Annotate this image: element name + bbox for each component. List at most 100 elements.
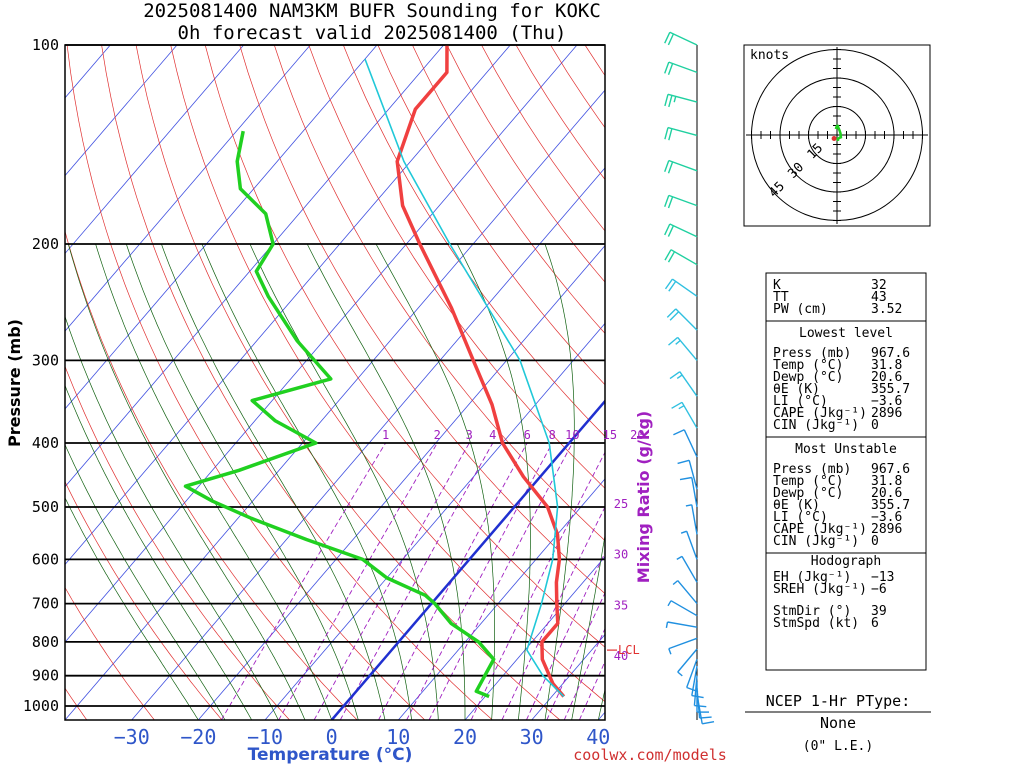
mixing-ratio-label: 1 [382,428,389,442]
temperature-tick-label: −20 [180,725,216,749]
moist-adiabat-line [375,243,495,720]
moist-adiabat-line [65,384,253,720]
dry-adiabat-line [65,365,290,720]
parcel-profile-line [364,58,565,698]
barb-staff [691,504,698,535]
isotherm-line [65,45,378,410]
mixing-ratio-label: 40 [614,649,628,663]
barb-flag [668,280,677,292]
index-label: PW (cm) [773,302,828,317]
pressure-tick-label: 800 [32,633,59,651]
barb-staff [668,61,698,74]
hodograph-trace [831,124,843,142]
pressure-tick-label: 700 [32,595,59,613]
index-label: CIN (Jkg⁻¹) [773,418,859,433]
moist-adiabat-line [95,243,333,720]
wind-barb [666,308,698,331]
wind-barb [671,401,698,429]
barb-flag [699,716,712,719]
index-value: 3.52 [871,302,902,317]
mixing-ratio-label: 25 [614,497,628,511]
moist-adiabat-line [571,533,605,720]
barb-flag [664,278,673,290]
barb-flag [667,225,675,237]
temperature-tick-labels: −30 −20 −10 0 10 20 30 40 [114,725,611,749]
index-label: StmSpd (kt) [773,616,859,631]
barb-staff [681,556,698,583]
index-value: 0 [871,534,879,549]
mixing-ratio-label: 8 [549,428,556,442]
barb-staff [668,159,698,172]
mixing-ratio-line [525,551,605,720]
barb-flag [686,686,699,693]
barb-flag [668,128,673,141]
index-heading: Most Unstable [795,442,897,457]
index-value: −3.6 [871,394,902,409]
mixing-ratio-line [501,505,605,720]
barb-staff [677,648,698,673]
index-label: EH (Jkg⁻¹) [773,570,851,585]
barb-flag [667,196,674,209]
barb-staff [691,477,698,508]
temperature-tick-label: 40 [586,725,610,749]
index-value: 43 [871,290,887,305]
mixing-ratio-label: 2 [434,428,441,442]
wind-barb [664,93,698,108]
index-heading: Lowest level [799,326,893,341]
index-label: K [773,278,781,293]
isotherm-line [197,245,605,720]
barb-flag [667,600,672,607]
barb-staff [668,194,698,207]
barb-flag [668,648,672,655]
barb-flag [677,459,690,465]
lcl-label: LCL [618,643,640,657]
ptype-panel: NCEP 1-Hr PType: None (0" L.E.) [745,692,931,754]
index-label: LI (°C) [773,510,828,525]
moist-adiabat-line [125,243,359,720]
credit-text: coolwx.com/models [573,746,727,764]
barb-staff [670,600,698,617]
barb-flag [702,721,715,725]
mixing-ratio-line [278,442,438,720]
index-label: Press (mb) [773,462,851,477]
dry-adiabat-line [65,586,155,720]
barb-staff [679,371,698,397]
index-value: 31.8 [871,358,902,373]
isotherm-line [65,89,605,720]
barb-flag [668,95,673,108]
moist-adiabat-line [249,243,439,720]
dry-adiabat-line [170,45,605,703]
dry-adiabat-line [65,480,223,720]
y-axis-label: Pressure (mb) [5,319,24,447]
wind-barb [677,459,698,490]
barb-flag [672,580,679,586]
wind-barb [696,694,715,725]
barb-staff [671,278,698,297]
wind-barb [668,336,698,361]
temperature-tick-label: −30 [114,725,150,749]
moist-adiabat-line [65,497,199,720]
mixing-ratio-label: 15 [603,428,617,442]
wind-barb [664,126,698,141]
barb-staff [686,659,698,688]
barb-staff [667,93,698,103]
mixing-ratio-axis-label: Mixing Ratio (g/kg) [634,411,653,583]
pressure-tick-label: 300 [32,351,59,369]
barb-staff [688,460,698,490]
pressure-tick-label: 1000 [23,697,59,715]
barb-flag [680,530,687,534]
mixing-ratio-label: 3 [466,428,473,442]
index-heading: Hodograph [811,554,881,569]
dewpoint-profile-line [183,130,496,699]
dry-adiabat-line [446,45,605,283]
barb-flag [664,223,671,236]
pressure-tick-label: 400 [32,434,59,452]
ptype-value: None [820,714,856,732]
barb-flag [664,32,671,44]
barb-flag [667,63,674,75]
mixing-ratio-line [313,442,470,720]
wind-barb [665,621,698,629]
dry-adiabat-line [342,45,605,437]
